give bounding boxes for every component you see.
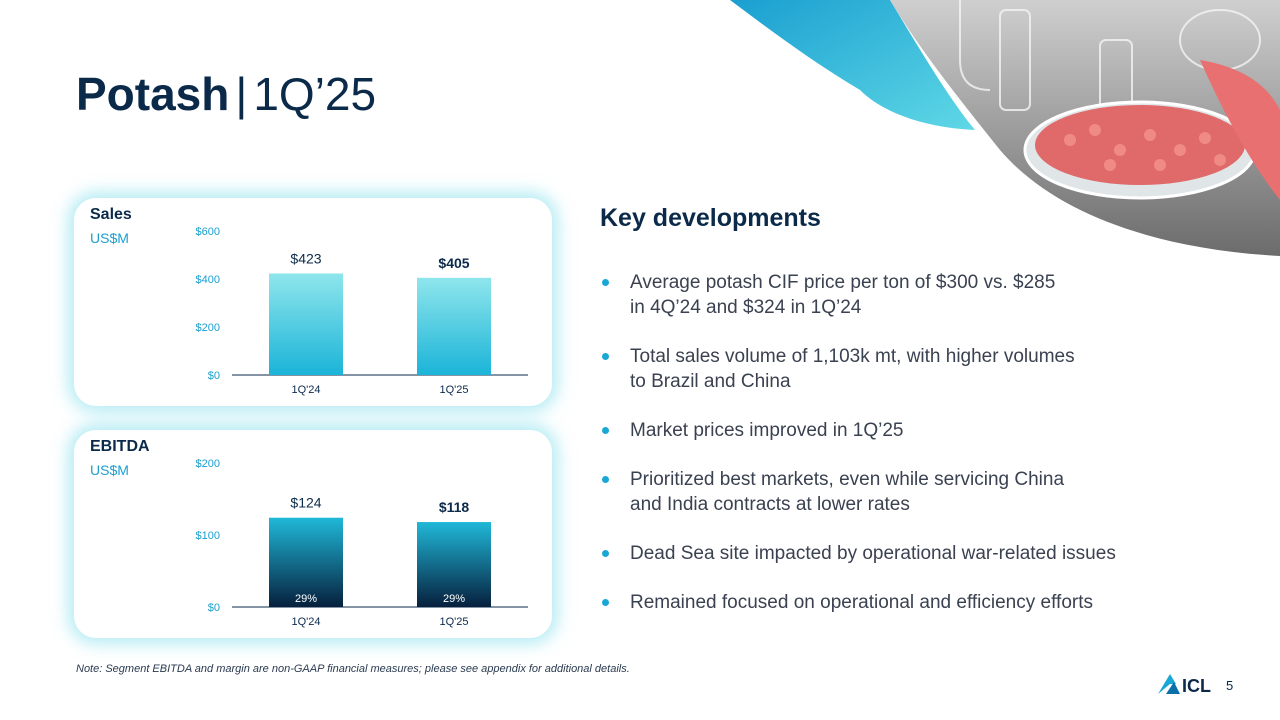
icl-logo: ICL <box>1158 674 1211 696</box>
sales-y-tick-label: $600 <box>196 226 220 238</box>
ebitda-bar-chart: $0 $100 $200 $124 1Q'24 29% $118 1Q'25 29% <box>196 458 528 628</box>
key-development-line: Total sales volume of 1,103k mt, with hi… <box>630 346 1075 367</box>
sales-chart-unit: US$M <box>90 230 129 246</box>
key-development-line: Average potash CIF price per ton of $300… <box>630 272 1056 293</box>
ebitda-chart-unit: US$M <box>90 462 129 478</box>
hero-lab-image <box>730 0 1280 256</box>
key-development-line: Market prices improved in 1Q’25 <box>630 420 904 441</box>
key-development-item: Prioritized best markets, even while ser… <box>600 467 1240 517</box>
page-title-separator: | <box>235 68 248 120</box>
sales-y-tick-label: $400 <box>196 274 220 286</box>
key-development-item: Market prices improved in 1Q’25 <box>600 418 1240 443</box>
sales-bar <box>417 277 491 375</box>
key-development-line: and India contracts at lower rates <box>630 494 910 515</box>
ebitda-y-tick-label: $200 <box>196 458 220 470</box>
ebitda-chart-card: EBITDA US$M $0 $100 $200 $124 1Q'24 29% $118 1Q… <box>74 430 552 638</box>
logo-text: ICL <box>1182 676 1211 696</box>
ebitda-margin-label: 29% <box>295 593 317 605</box>
sales-value-label: $405 <box>438 255 469 271</box>
ebitda-category-label: 1Q'25 <box>439 616 468 628</box>
key-development-line: to Brazil and China <box>630 371 791 392</box>
footnote: Note: Segment EBITDA and margin are non-… <box>76 663 630 675</box>
sales-chart-title: Sales <box>90 206 132 223</box>
key-development-line: in 4Q’24 and $324 in 1Q’24 <box>630 297 862 318</box>
ebitda-y-tick-label: $0 <box>208 602 220 614</box>
ebitda-value-label: $118 <box>439 499 470 515</box>
sales-category-label: 1Q'25 <box>439 384 468 396</box>
page-number: 5 <box>1226 678 1234 693</box>
page-title: Potash | 1Q’25 <box>76 66 376 122</box>
key-development-line: Remained focused on operational and effi… <box>630 592 1093 613</box>
key-development-item: Remained focused on operational and effi… <box>600 590 1240 615</box>
ebitda-category-label: 1Q'24 <box>291 616 320 628</box>
key-development-item: Dead Sea site impacted by operational wa… <box>600 541 1240 566</box>
key-development-line: Prioritized best markets, even while ser… <box>630 469 1065 490</box>
sales-category-label: 1Q'24 <box>291 384 320 396</box>
key-development-item: Total sales volume of 1,103k mt, with hi… <box>600 344 1240 394</box>
sales-y-tick-label: $200 <box>196 322 220 334</box>
ebitda-bar <box>269 517 343 607</box>
page-title-period: 1Q’25 <box>253 68 377 120</box>
ebitda-bar <box>417 522 491 607</box>
key-developments-title: Key developments <box>600 204 821 232</box>
key-development-item: Average potash CIF price per ton of $300… <box>600 270 1240 320</box>
sales-y-tick-label: $0 <box>208 370 220 382</box>
ebitda-margin-label: 29% <box>443 593 465 605</box>
page-title-main: Potash <box>76 68 230 120</box>
key-developments-list: Average potash CIF price per ton of $300… <box>600 270 1240 639</box>
ebitda-value-label: $124 <box>290 495 321 511</box>
sales-bar-chart: $0 $200 $400 $600 $423 1Q'24 $405 1Q'25 <box>196 226 528 396</box>
sales-bar <box>269 273 343 375</box>
sales-chart-card: Sales US$M $0 $200 $400 $600 $423 1Q'24 $405 1Q… <box>74 198 552 406</box>
sales-value-label: $423 <box>290 250 321 266</box>
ebitda-chart-title: EBITDA <box>90 438 150 455</box>
key-development-line: Dead Sea site impacted by operational wa… <box>630 543 1116 564</box>
ebitda-y-tick-label: $100 <box>196 530 220 542</box>
